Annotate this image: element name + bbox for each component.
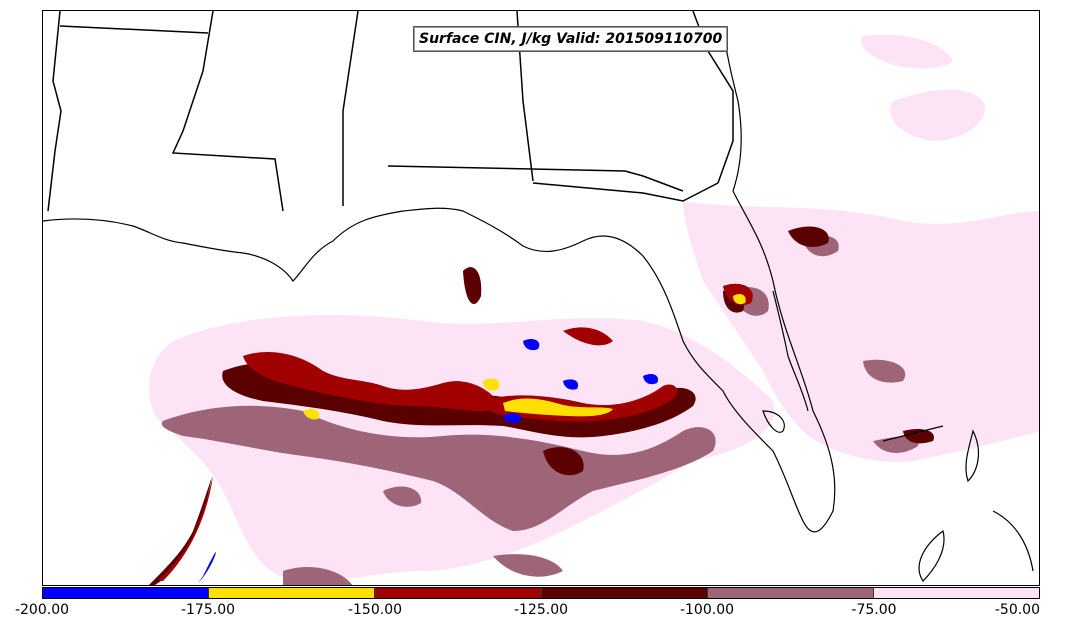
colorbar-label: -75.00: [851, 602, 897, 618]
colorbar-bin-yellow: [209, 588, 376, 598]
colorbar-label: -125.00: [513, 602, 569, 618]
cin-field-blue: [198, 338, 659, 583]
cin-field-light: [149, 34, 1039, 583]
colorbar: [42, 587, 1040, 599]
colorbar-label: -50.00: [994, 602, 1040, 618]
colorbar-label: -150.00: [347, 602, 403, 618]
colorbar-label: -175.00: [180, 602, 236, 618]
colorbar-bin-mauve: [707, 588, 874, 598]
colorbar-bin-darkred: [541, 588, 708, 598]
map-title: Surface CIN, J/kg Valid: 201509110700: [413, 26, 729, 52]
coastline: [43, 30, 1034, 582]
map-panel: Surface CIN, J/kg Valid: 201509110700: [42, 10, 1040, 586]
colorbar-bin-pink: [873, 588, 1040, 598]
cin-field-mauve: [161, 235, 919, 585]
cin-field-yellow: [303, 293, 746, 420]
colorbar-label: -100.00: [679, 602, 735, 618]
colorbar-bin-red: [375, 588, 542, 598]
colorbar-bin-blue: [43, 588, 210, 598]
cin-map: [43, 11, 1039, 585]
colorbar-label: -200.00: [14, 602, 70, 618]
